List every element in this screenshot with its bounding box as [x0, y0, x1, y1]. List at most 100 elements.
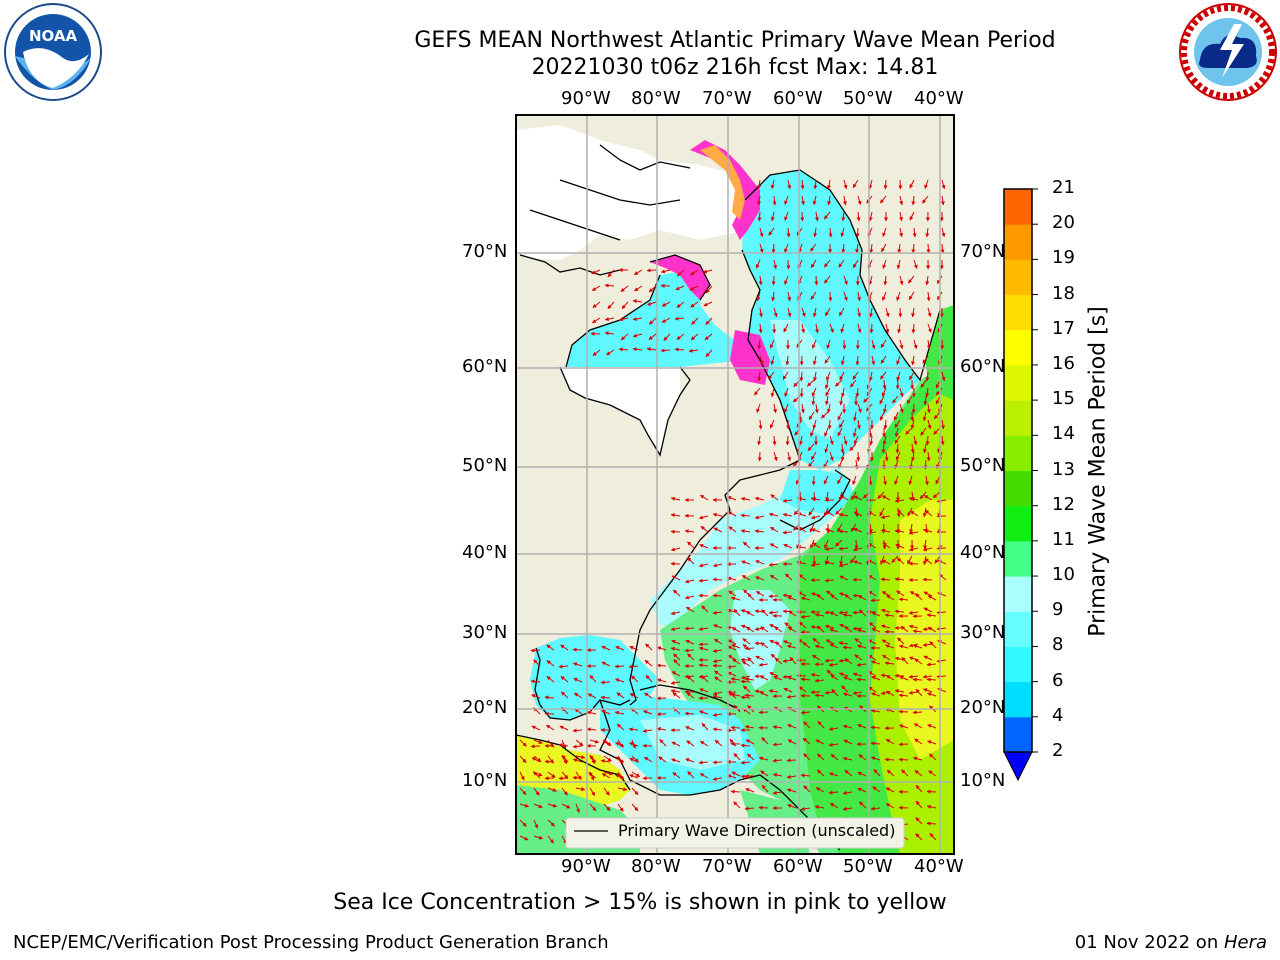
wave-arrow [773, 307, 778, 318]
wave-arrow [927, 626, 937, 633]
wave-arrow [839, 419, 845, 429]
wave-arrow [868, 523, 873, 534]
wave-arrow [773, 259, 778, 270]
wave-arrow [712, 512, 723, 517]
wave-arrow [684, 648, 695, 653]
wave-arrow [808, 459, 815, 468]
wave-arrow [759, 691, 769, 697]
wave-arrow [533, 755, 542, 762]
wave-arrow [842, 645, 853, 650]
wave-arrow [773, 451, 778, 462]
wave-arrow [814, 644, 825, 649]
wave-arrow [787, 307, 792, 318]
wave-arrow [643, 710, 653, 715]
wave-arrow [829, 611, 839, 617]
wave-arrow [769, 526, 779, 533]
wave-arrow [686, 675, 695, 683]
wave-arrow [897, 243, 902, 254]
wave-arrow [884, 451, 889, 462]
wave-arrow [810, 497, 821, 501]
colorbar-tick-label: 13 [1052, 458, 1075, 480]
wave-arrow [712, 577, 723, 582]
wave-arrow [712, 648, 723, 653]
wave-arrow [885, 803, 895, 809]
colorbar-label: Primary Wave Mean Period [s] [1085, 306, 1111, 637]
wave-arrow [712, 712, 723, 717]
wave-arrow [926, 451, 931, 462]
wave-arrow [828, 790, 839, 795]
wave-arrow [661, 317, 671, 323]
wave-arrow [936, 546, 947, 551]
wave-arrow [911, 323, 916, 334]
wave-arrow [886, 769, 895, 777]
wave-arrow [827, 179, 831, 190]
wave-arrow [670, 547, 681, 552]
colorbar-extend-triangle [1003, 751, 1033, 782]
wave-arrow [906, 395, 913, 405]
wave-arrow [843, 275, 848, 285]
lon-label-bottom: 50°W [843, 856, 893, 877]
wave-arrow [761, 737, 769, 745]
wave-arrow [704, 333, 713, 341]
wave-arrow [907, 507, 913, 517]
wave-arrow [871, 692, 881, 697]
wave-arrow [759, 355, 764, 365]
wave-arrow [899, 403, 904, 414]
wave-arrow [661, 301, 671, 307]
wave-arrow [857, 724, 867, 729]
wave-arrow [815, 739, 825, 745]
wave-arrow [817, 720, 825, 729]
branch-caption: NCEP/EMC/Verification Post Processing Pr… [13, 932, 609, 953]
wave-arrow [919, 491, 927, 500]
wave-arrow [926, 291, 931, 302]
wave-arrow [898, 597, 909, 602]
wave-arrow [798, 574, 807, 581]
wave-arrow [673, 659, 681, 667]
wave-arrow [787, 724, 797, 729]
noaa-logo-text: NOAA [29, 27, 78, 45]
wave-arrow [800, 806, 811, 811]
wave-arrow [925, 435, 930, 446]
wave-arrow [572, 728, 583, 733]
wave-arrow [774, 626, 783, 633]
wave-arrow [561, 755, 568, 765]
wave-arrow [757, 179, 762, 190]
lat-label-right: 50°N [960, 455, 1006, 476]
wave-arrow [907, 555, 913, 565]
wave-arrow [671, 575, 681, 581]
wave-arrow [761, 609, 769, 617]
wave-arrow [575, 803, 580, 813]
wave-arrow [922, 674, 933, 679]
wave-arrow [558, 664, 569, 669]
wave-arrow [671, 640, 681, 645]
colorbar-tick-label: 9 [1052, 599, 1064, 621]
wave-arrow [853, 560, 863, 565]
wave-arrow [760, 642, 769, 649]
wave-arrow [770, 211, 775, 222]
wave-arrow [644, 659, 653, 667]
wave-arrow [850, 523, 857, 533]
wave-arrow [730, 725, 741, 730]
wave-arrow [786, 694, 797, 699]
wave-arrow [899, 676, 909, 681]
wave-arrow [852, 427, 857, 438]
wave-arrow [838, 546, 849, 551]
wave-arrow [825, 510, 835, 517]
wave-arrow [591, 269, 601, 275]
wave-arrow [842, 806, 853, 811]
wave-arrow [899, 339, 904, 350]
lat-label-left: 70°N [462, 241, 508, 262]
wave-arrow [533, 659, 541, 667]
wave-arrow [547, 755, 554, 764]
wave-arrow [868, 475, 873, 486]
wave-arrow [923, 607, 933, 613]
wave-arrow [698, 563, 709, 568]
wave-arrow [786, 774, 797, 779]
wave-arrow [754, 496, 765, 501]
wave-arrow [852, 259, 859, 269]
wave-arrow [924, 558, 933, 565]
wave-arrow [769, 543, 779, 549]
wave-arrow [600, 695, 611, 700]
wave-arrow [547, 819, 555, 827]
wave-arrow [616, 692, 625, 699]
